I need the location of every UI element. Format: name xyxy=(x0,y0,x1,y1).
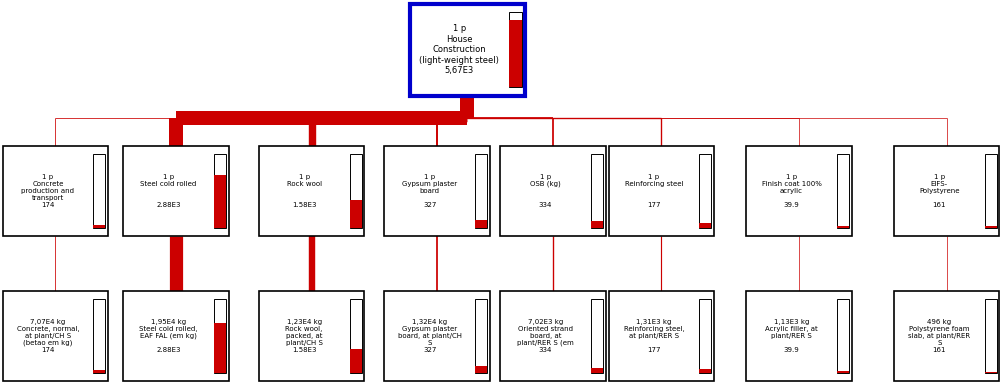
Bar xyxy=(985,226,997,228)
Text: 1,13E3 kg
Acrylic filler, at
plant/RER S

39.9: 1,13E3 kg Acrylic filler, at plant/RER S… xyxy=(765,319,818,353)
Bar xyxy=(591,368,603,373)
Bar xyxy=(591,221,603,228)
Bar xyxy=(837,154,849,228)
Bar xyxy=(591,299,603,373)
Bar xyxy=(699,369,712,373)
Bar xyxy=(123,146,228,236)
Bar xyxy=(985,372,997,373)
Bar xyxy=(259,146,364,236)
Bar xyxy=(475,154,487,228)
Bar xyxy=(509,12,523,87)
Bar xyxy=(3,146,109,236)
Bar xyxy=(93,225,106,228)
Bar xyxy=(384,291,490,381)
Bar xyxy=(894,146,999,236)
Bar xyxy=(350,299,362,373)
Text: 7,02E3 kg
Oriented strand
board, at
plant/RER S (em
334: 7,02E3 kg Oriented strand board, at plan… xyxy=(517,319,574,353)
Bar xyxy=(699,223,712,228)
Bar xyxy=(475,366,487,373)
Text: 1,31E3 kg
Reinforcing steel,
at plant/RER S

177: 1,31E3 kg Reinforcing steel, at plant/RE… xyxy=(623,319,684,353)
Bar xyxy=(214,154,226,228)
Text: 1 p
Rock wool


1.58E3: 1 p Rock wool 1.58E3 xyxy=(286,174,322,208)
Bar xyxy=(985,154,997,228)
Bar xyxy=(123,291,228,381)
Bar xyxy=(500,146,606,236)
Bar xyxy=(259,291,364,381)
Text: 1 p
Concrete
production and
transport
174: 1 p Concrete production and transport 17… xyxy=(21,174,74,208)
Bar xyxy=(475,220,487,228)
Bar xyxy=(3,291,109,381)
Bar xyxy=(699,154,712,228)
Text: 1 p
Gypsum plaster
board

327: 1 p Gypsum plaster board 327 xyxy=(402,174,457,208)
Bar xyxy=(214,175,226,228)
Text: 1 p
Finish coat 100%
acrylic

39.9: 1 p Finish coat 100% acrylic 39.9 xyxy=(762,174,821,208)
Bar xyxy=(384,146,490,236)
Text: 1 p
OSB (kg)


334: 1 p OSB (kg) 334 xyxy=(530,174,561,208)
Bar xyxy=(985,299,997,373)
Bar xyxy=(93,370,106,373)
Text: 1 p
EIFS-
Polystyrene

161: 1 p EIFS- Polystyrene 161 xyxy=(920,174,960,208)
Bar xyxy=(837,299,849,373)
Bar xyxy=(746,146,852,236)
Bar xyxy=(609,291,715,381)
Bar xyxy=(837,371,849,373)
Bar xyxy=(214,323,226,373)
Bar xyxy=(93,154,106,228)
Bar xyxy=(699,299,712,373)
Text: 1 p
Reinforcing steel


177: 1 p Reinforcing steel 177 xyxy=(625,174,683,208)
Bar xyxy=(410,4,526,96)
Bar xyxy=(350,154,362,228)
Bar xyxy=(591,154,603,228)
Text: 1 p
Steel cold rolled


2.88E3: 1 p Steel cold rolled 2.88E3 xyxy=(141,174,197,208)
Text: 1 p
House
Construction
(light-weight steel)
5,67E3: 1 p House Construction (light-weight ste… xyxy=(419,24,499,75)
Bar xyxy=(894,291,999,381)
Text: 1,23E4 kg
Rock wool,
packed, at
plant/CH S
1.58E3: 1,23E4 kg Rock wool, packed, at plant/CH… xyxy=(285,319,323,353)
Bar xyxy=(350,200,362,228)
Bar xyxy=(746,291,852,381)
Bar xyxy=(609,146,715,236)
Bar xyxy=(500,291,606,381)
Bar xyxy=(509,19,523,87)
Bar xyxy=(350,349,362,373)
Text: 1,32E4 kg
Gypsum plaster
board, at plant/CH
S
327: 1,32E4 kg Gypsum plaster board, at plant… xyxy=(398,319,461,353)
Text: 496 kg
Polystyrene foam
slab, at plant/RER
S
161: 496 kg Polystyrene foam slab, at plant/R… xyxy=(909,319,971,353)
Bar xyxy=(93,299,106,373)
Bar xyxy=(475,299,487,373)
Bar xyxy=(214,299,226,373)
Bar xyxy=(837,226,849,228)
Text: 1,95E4 kg
Steel cold rolled,
EAF FAL (em kg)

2.88E3: 1,95E4 kg Steel cold rolled, EAF FAL (em… xyxy=(140,319,198,353)
Text: 7,07E4 kg
Concrete, normal,
at plant/CH S
(betao em kg)
174: 7,07E4 kg Concrete, normal, at plant/CH … xyxy=(16,319,79,353)
